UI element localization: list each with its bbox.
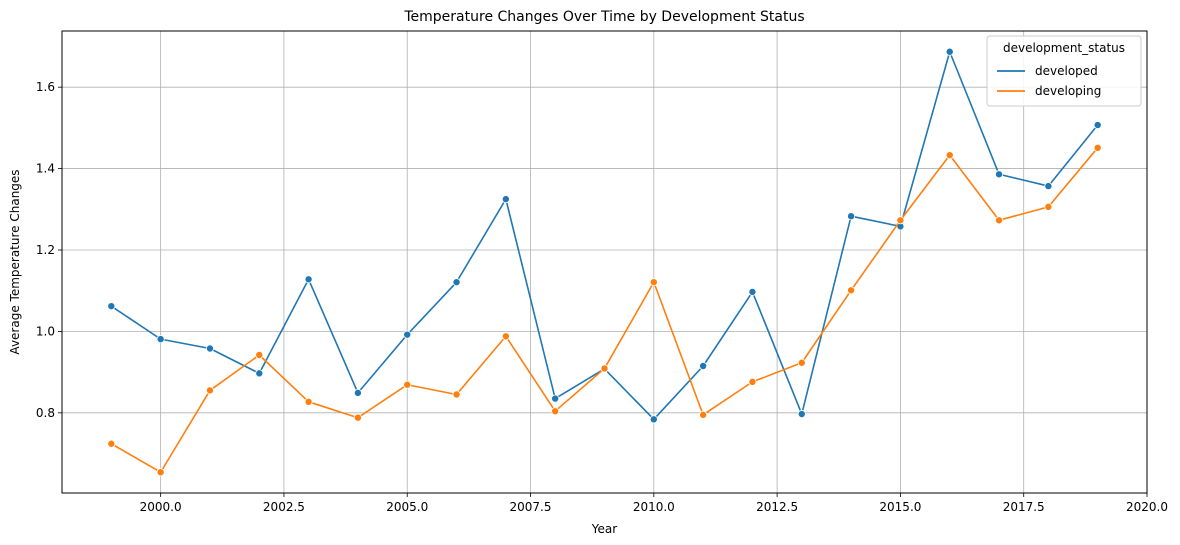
legend-item-developed: developed xyxy=(997,64,1098,78)
data-point-developed xyxy=(107,302,116,311)
data-point-developed xyxy=(255,369,264,378)
legend-items: developed developing xyxy=(997,64,1101,98)
data-point-developing xyxy=(205,386,214,395)
data-point-developed xyxy=(551,394,560,403)
series-line-developed xyxy=(110,50,1099,421)
data-point-developed xyxy=(1044,182,1053,191)
data-point-developed xyxy=(1093,121,1102,130)
data-point-developing xyxy=(304,397,313,406)
y-tick-label: 0.8 xyxy=(36,406,55,420)
y-tick-label: 1.2 xyxy=(36,243,55,257)
x-tick-label: 2012.5 xyxy=(756,500,798,514)
legend: development_status developed developing xyxy=(986,35,1142,107)
data-point-developing xyxy=(847,286,856,295)
series-layer xyxy=(107,47,1102,477)
series-line-developing xyxy=(110,147,1099,474)
data-point-developing xyxy=(600,364,609,373)
data-point-developed xyxy=(945,47,954,56)
y-tick-label: 1.6 xyxy=(36,80,55,94)
data-point-developed xyxy=(452,278,461,287)
data-point-developing xyxy=(896,216,905,225)
data-point-developing xyxy=(1093,143,1102,152)
data-point-developed xyxy=(797,410,806,419)
data-point-developed xyxy=(501,195,510,204)
data-point-developed xyxy=(304,275,313,284)
data-point-developed xyxy=(205,344,214,353)
x-tick-label: 2017.5 xyxy=(1003,500,1045,514)
y-axis-label: Average Temperature Changes xyxy=(8,169,22,354)
y-tick-label: 1.0 xyxy=(36,324,55,338)
series-developing xyxy=(107,143,1102,477)
x-axis-label: Year xyxy=(591,522,617,536)
y-tick-label: 1.4 xyxy=(36,162,55,176)
data-point-developed xyxy=(699,362,708,371)
data-point-developing xyxy=(353,413,362,422)
legend-label-developed: developed xyxy=(1035,64,1098,78)
data-point-developing xyxy=(797,358,806,367)
data-point-developing xyxy=(699,410,708,419)
x-tick-label: 2010.0 xyxy=(633,500,675,514)
x-tick-label: 2002.5 xyxy=(263,500,305,514)
data-point-developed xyxy=(403,330,412,339)
tick-layer: 2000.0 2002.5 2005.0 2007.5 2010.0 2012.5 2015… xyxy=(36,80,1168,514)
data-point-developing xyxy=(107,439,116,448)
chart-title: Temperature Changes Over Time by Develop… xyxy=(403,9,804,25)
data-point-developing xyxy=(255,351,264,360)
data-point-developed xyxy=(156,335,165,344)
data-point-developed xyxy=(847,212,856,221)
data-point-developing xyxy=(649,278,658,287)
x-tick-label: 2000.0 xyxy=(140,500,182,514)
x-tick-label: 2005.0 xyxy=(386,500,428,514)
plot-frame xyxy=(61,30,1148,494)
data-point-developed xyxy=(649,415,658,424)
data-point-developed xyxy=(353,388,362,397)
data-point-developing xyxy=(156,468,165,477)
x-tick-label: 2015.0 xyxy=(879,500,921,514)
legend-label-developing: developing xyxy=(1035,84,1101,98)
data-point-developing xyxy=(551,407,560,416)
legend-box xyxy=(986,35,1142,107)
data-point-developing xyxy=(452,390,461,399)
x-tick-label: 2020.0 xyxy=(1126,500,1168,514)
x-tick-label: 2007.5 xyxy=(510,500,552,514)
legend-title: development_status xyxy=(1003,41,1125,55)
data-point-developed xyxy=(748,287,757,296)
data-point-developing xyxy=(945,151,954,160)
data-point-developing xyxy=(501,332,510,341)
data-point-developing xyxy=(403,380,412,389)
data-point-developing xyxy=(1044,202,1053,211)
legend-item-developing: developing xyxy=(997,84,1101,98)
grid xyxy=(62,31,1148,493)
data-point-developed xyxy=(995,170,1004,179)
data-point-developing xyxy=(748,377,757,386)
data-point-developing xyxy=(995,216,1004,225)
